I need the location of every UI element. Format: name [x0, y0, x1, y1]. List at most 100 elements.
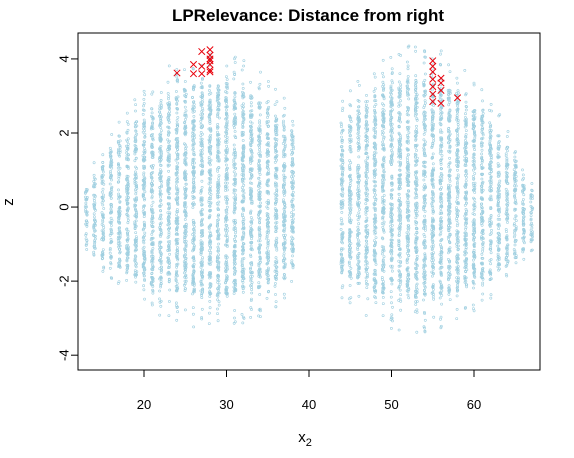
data-point [192, 289, 196, 293]
data-point [257, 239, 261, 243]
data-point [158, 107, 162, 111]
data-point [226, 236, 229, 240]
data-point [142, 193, 145, 197]
data-point [349, 266, 353, 270]
data-point [151, 170, 155, 174]
data-point [134, 129, 138, 133]
data-point [399, 99, 402, 103]
data-point [175, 318, 179, 322]
data-point [233, 55, 237, 59]
data-point [217, 291, 221, 295]
data-point [208, 295, 212, 298]
data-point [200, 164, 204, 168]
data-point [199, 173, 203, 176]
data-point [232, 272, 236, 276]
data-point [265, 246, 269, 250]
data-point [125, 278, 129, 282]
data-point [158, 267, 162, 271]
data-point [217, 195, 221, 199]
data-point [184, 187, 188, 191]
data-point [258, 191, 262, 195]
data-point [149, 114, 153, 118]
data-point [92, 223, 96, 227]
data-point [151, 265, 155, 269]
data-point [184, 149, 188, 153]
data-point [133, 143, 137, 147]
data-point [241, 93, 245, 97]
data-point [258, 137, 262, 141]
data-point [348, 301, 352, 305]
data-point [159, 158, 163, 161]
data-point [373, 133, 377, 137]
data-point [225, 158, 229, 162]
data-point [200, 296, 204, 300]
data-point [143, 268, 147, 272]
data-point [259, 243, 262, 247]
data-point [199, 120, 203, 123]
data-point [151, 291, 155, 295]
data-point [183, 88, 187, 92]
data-point [258, 233, 262, 237]
data-point [381, 225, 385, 229]
data-point [125, 195, 129, 199]
data-point [233, 309, 237, 312]
data-point [267, 289, 271, 293]
data-point [133, 98, 137, 102]
data-point [109, 174, 113, 178]
data-point [167, 212, 171, 216]
data-point [381, 75, 385, 79]
data-point [200, 98, 204, 102]
data-point [209, 127, 213, 131]
data-point [250, 154, 254, 158]
data-point [101, 153, 105, 157]
data-point [125, 130, 129, 134]
data-point [158, 171, 162, 175]
data-point [159, 245, 163, 249]
data-point [192, 325, 196, 329]
data-point [366, 155, 370, 159]
data-point [143, 250, 147, 254]
data-point [199, 86, 203, 89]
data-point [240, 275, 244, 279]
data-point [92, 173, 96, 177]
data-point [151, 221, 155, 224]
data-point [167, 118, 171, 121]
data-point [364, 314, 368, 317]
data-point [225, 198, 229, 202]
data-point [208, 306, 212, 310]
data-point [159, 91, 163, 94]
data-point [240, 186, 244, 190]
data-point [216, 312, 219, 316]
data-point [234, 198, 238, 202]
data-point [241, 206, 245, 210]
data-point [291, 123, 295, 127]
data-point [207, 127, 211, 131]
data-point [133, 159, 137, 163]
data-point [191, 186, 195, 190]
data-point [242, 227, 246, 231]
data-point [258, 124, 262, 128]
data-point [225, 188, 229, 192]
data-point [135, 120, 139, 124]
data-point [174, 275, 178, 279]
data-point [200, 185, 204, 189]
data-point [175, 282, 179, 285]
data-point [250, 139, 254, 142]
data-point [93, 203, 96, 207]
data-point [151, 211, 155, 215]
data-point [234, 188, 238, 192]
data-point [100, 180, 104, 184]
data-point [399, 308, 403, 312]
data-point [374, 262, 378, 266]
data-point [175, 166, 179, 169]
data-point [167, 314, 171, 318]
data-point [242, 230, 245, 234]
data-point [232, 280, 236, 284]
data-point [183, 94, 187, 97]
data-point [182, 210, 186, 214]
data-point [151, 243, 155, 247]
data-point [160, 104, 163, 107]
data-point [150, 124, 154, 128]
data-point [176, 80, 180, 84]
data-point [175, 264, 179, 267]
